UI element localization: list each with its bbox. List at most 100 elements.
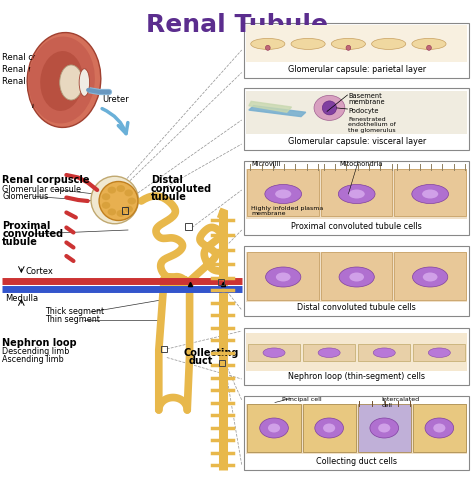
Ellipse shape [60,65,82,100]
Ellipse shape [128,198,136,204]
Text: Principal cell: Principal cell [282,397,322,402]
Ellipse shape [370,418,399,438]
Bar [321,252,392,300]
Text: Glomerular capsule: visceral layer: Glomerular capsule: visceral layer [288,137,426,146]
Text: Renal corpuscle: Renal corpuscle [2,175,90,185]
Ellipse shape [428,348,450,358]
Text: Distal convoluted tubule cells: Distal convoluted tubule cells [297,303,416,312]
Bar [246,332,467,371]
Ellipse shape [339,267,374,287]
Bar [244,246,469,316]
Text: Descending limb: Descending limb [2,346,70,356]
Ellipse shape [422,190,438,198]
Ellipse shape [124,190,133,196]
Bar [185,222,192,230]
Text: Microvilli: Microvilli [251,162,281,168]
Bar [122,207,128,214]
Bar [244,88,469,150]
Ellipse shape [260,418,288,438]
Text: tubule: tubule [2,237,38,247]
Bar [394,169,466,216]
Text: convoluted: convoluted [2,229,64,239]
Ellipse shape [348,190,365,198]
Text: Nephron loop: Nephron loop [2,338,77,348]
Ellipse shape [331,38,365,50]
Bar [246,252,467,302]
Ellipse shape [265,184,301,204]
Bar [246,26,467,62]
Ellipse shape [117,210,125,217]
Text: Ascending limb: Ascending limb [2,354,64,364]
Polygon shape [249,102,292,112]
Text: Proximal convoluted tubule cells: Proximal convoluted tubule cells [292,222,422,231]
Text: Kidney: Kidney [32,100,61,110]
Ellipse shape [323,424,335,432]
Ellipse shape [263,348,285,358]
Ellipse shape [251,38,285,50]
Text: Podocyte: Podocyte [348,108,379,114]
Bar [246,169,467,219]
Bar [248,344,300,362]
Bar [247,169,319,216]
Text: Thick segment: Thick segment [45,308,104,316]
Text: Nephron loop (thin-segment) cells: Nephron loop (thin-segment) cells [288,372,425,381]
Bar [247,252,319,300]
Text: Highly infolded plasma
membrane: Highly infolded plasma membrane [251,206,323,216]
Ellipse shape [314,96,345,120]
Ellipse shape [102,202,110,209]
Ellipse shape [372,38,406,50]
Text: Cortex: Cortex [26,267,54,276]
Ellipse shape [425,418,454,438]
Text: Intercalated
cell: Intercalated cell [382,397,419,408]
Text: Thin segment: Thin segment [45,316,100,324]
Text: tubule: tubule [151,192,187,202]
Bar [357,404,411,452]
Ellipse shape [99,182,138,220]
Ellipse shape [275,190,292,198]
Ellipse shape [265,267,301,287]
Text: Renal Tubule: Renal Tubule [146,12,328,36]
Bar [246,90,467,134]
Bar [321,169,392,216]
Bar [246,404,467,454]
Ellipse shape [412,267,448,287]
Ellipse shape [91,176,138,224]
Bar [218,278,224,285]
Bar [413,404,466,452]
Text: Distal: Distal [151,175,182,185]
Text: Basement
membrane: Basement membrane [348,92,385,106]
Bar [358,344,410,362]
Text: Glomerular capsule: Glomerular capsule [2,184,82,194]
Ellipse shape [322,101,337,115]
Ellipse shape [373,348,395,358]
Bar [244,22,469,78]
Ellipse shape [349,272,364,281]
Text: Mitochondria: Mitochondria [339,162,383,168]
Ellipse shape [315,418,344,438]
Bar [413,344,465,362]
Ellipse shape [346,46,351,51]
Bar [161,346,167,352]
Bar [303,344,355,362]
Text: duct: duct [189,356,213,366]
Text: Ureter: Ureter [102,96,128,104]
Text: Renal cortex: Renal cortex [2,53,55,62]
Ellipse shape [276,272,291,281]
Ellipse shape [423,272,438,281]
Text: Medulla: Medulla [5,294,38,303]
Ellipse shape [265,46,270,51]
Bar [244,328,469,385]
Bar [247,404,301,452]
Ellipse shape [124,206,133,212]
Text: Proximal: Proximal [2,221,51,231]
Ellipse shape [412,38,446,50]
Text: Collecting: Collecting [184,348,239,358]
Polygon shape [249,106,306,117]
Ellipse shape [338,184,375,204]
Text: Fenestrated
endothelium of
the glomerulus: Fenestrated endothelium of the glomerulu… [348,116,396,133]
Text: Renal pelvis: Renal pelvis [2,78,54,86]
Ellipse shape [412,184,448,204]
Ellipse shape [108,186,116,194]
Ellipse shape [79,68,90,96]
Ellipse shape [108,208,116,216]
